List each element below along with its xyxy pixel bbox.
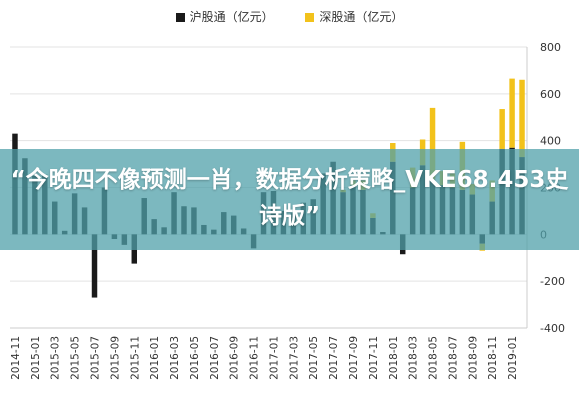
x-tick-label: 2016-11 — [249, 336, 261, 380]
bar-shenzhen — [429, 107, 436, 180]
x-tick-label: 2017-09 — [348, 336, 360, 380]
x-tick-label: 2015-07 — [90, 336, 102, 380]
watermark-overlay-band — [0, 149, 579, 250]
x-tick-label: 2017-11 — [368, 336, 380, 380]
x-tick-label: 2019-01 — [507, 336, 519, 380]
x-tick-label: 2018-03 — [408, 336, 420, 380]
legend-item-shenzhen: 深股通（亿元） — [305, 8, 403, 25]
x-tick-label: 2018-07 — [447, 336, 459, 380]
x-tick-label: 2018-05 — [428, 336, 440, 380]
watermark-overlay-text: “今晚四不像预测一肖，数据分析策略_VKE68.453史诗版” — [10, 167, 569, 229]
x-tick-label: 2015-01 — [30, 336, 42, 380]
x-tick-label: 2015-09 — [109, 336, 121, 380]
y-tick-label: 800 — [540, 41, 561, 54]
legend: 沪股通（亿元） 深股通（亿元） — [0, 8, 579, 25]
x-tick-label: 2015-11 — [129, 336, 141, 380]
legend-label-shenzhen: 深股通（亿元） — [319, 10, 404, 24]
x-tick-label: 2014-11 — [10, 336, 22, 380]
y-tick-label: 400 — [540, 135, 561, 148]
x-tick-label: 2016-01 — [149, 336, 161, 380]
x-tick-label: 2017-03 — [288, 336, 300, 380]
legend-swatch-shanghai — [175, 13, 185, 22]
x-tick-label: 2018-01 — [388, 336, 400, 380]
x-tick-label: 2017-05 — [308, 336, 320, 380]
x-tick-label: 2015-03 — [50, 336, 62, 380]
x-tick-label: 2017-07 — [328, 336, 340, 380]
x-tick-label: 2018-09 — [467, 336, 479, 380]
x-tick-label: 2017-01 — [268, 336, 280, 380]
legend-item-shanghai: 沪股通（亿元） — [175, 8, 274, 25]
bar-shenzhen — [519, 79, 525, 158]
x-tick-label: 2016-07 — [209, 336, 221, 380]
bar-shenzhen — [499, 109, 505, 149]
y-tick-label: 600 — [540, 88, 561, 101]
x-tick-label: 2015-05 — [70, 336, 82, 380]
y-tick-label: -400 — [540, 322, 565, 335]
x-tick-label: 2018-11 — [487, 336, 499, 380]
y-tick-label: -200 — [540, 275, 565, 288]
legend-swatch-shenzhen — [305, 13, 315, 22]
x-tick-label: 2016-09 — [229, 336, 241, 380]
bar-shenzhen — [509, 78, 515, 148]
bar-shanghai — [91, 234, 98, 298]
legend-label-shanghai: 沪股通（亿元） — [189, 10, 274, 24]
x-tick-label: 2016-03 — [169, 336, 181, 380]
x-tick-label: 2016-05 — [189, 336, 201, 380]
